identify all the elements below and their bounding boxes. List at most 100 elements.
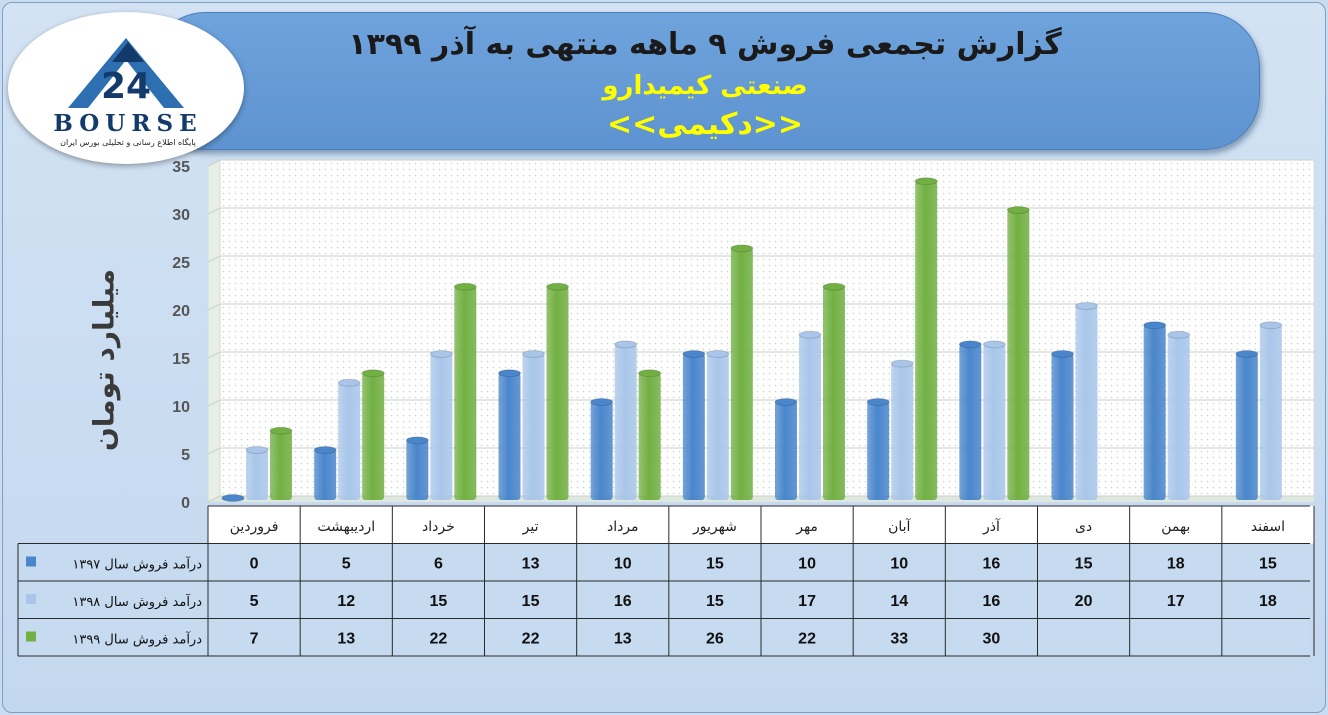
bar-top xyxy=(822,282,846,291)
legend-label: درآمد فروش سال ۱۳۹۷ xyxy=(72,556,202,573)
data-label: 16 xyxy=(983,593,1001,610)
bar-top xyxy=(866,398,890,406)
data-label: 13 xyxy=(522,556,540,573)
bar xyxy=(1143,325,1166,500)
bar xyxy=(1259,325,1282,500)
data-label: 17 xyxy=(1167,593,1185,610)
data-label: 15 xyxy=(1259,556,1277,573)
data-label: 16 xyxy=(614,593,632,610)
data-label: 5 xyxy=(250,593,259,610)
data-label: 10 xyxy=(798,556,816,573)
logo-subtitle: پایگاه اطلاع رسانی و تحلیلی بورس ایران xyxy=(60,138,196,147)
data-label: 15 xyxy=(522,593,540,610)
legend-swatch xyxy=(26,594,36,604)
bar-top xyxy=(682,350,706,358)
x-category-label: اردیبهشت xyxy=(317,519,375,535)
bar xyxy=(314,450,337,500)
data-label: 0 xyxy=(250,556,259,573)
bar-top xyxy=(1259,321,1283,330)
y-tick-label: 0 xyxy=(181,495,190,512)
bar-top xyxy=(1143,321,1167,330)
gridline-side xyxy=(207,447,221,455)
data-label: 18 xyxy=(1259,593,1277,610)
title-banner: گزارش تجمعی فروش ۹ ماهه منتهی به آذر ۱۳۹… xyxy=(150,12,1260,150)
bourse24-logo: 24 BOURSE پایگاه اطلاع رسانی و تحلیلی بو… xyxy=(8,12,244,164)
x-category-label: دی xyxy=(1075,519,1092,535)
bar xyxy=(915,181,938,500)
bar xyxy=(1167,334,1190,500)
x-category-label: شهریور xyxy=(692,519,737,535)
y-tick-label: 20 xyxy=(172,303,190,320)
data-label: 16 xyxy=(983,556,1001,573)
data-table-body xyxy=(18,543,1310,656)
data-label: 18 xyxy=(1167,556,1185,573)
logo-word: BOURSE xyxy=(53,110,203,137)
bar xyxy=(823,286,845,500)
bar xyxy=(730,248,753,500)
data-label: 12 xyxy=(337,593,355,610)
bar xyxy=(270,430,292,500)
data-label: 10 xyxy=(614,556,632,573)
bar-top xyxy=(1167,330,1191,339)
bar xyxy=(1007,210,1030,500)
bar xyxy=(891,363,914,500)
bar-top xyxy=(614,340,638,349)
y-tick-label: 25 xyxy=(172,255,190,272)
legend-label: درآمد فروش سال ۱۳۹۹ xyxy=(72,631,202,648)
bar xyxy=(799,334,821,500)
bar xyxy=(867,402,890,500)
data-label: 22 xyxy=(798,631,816,648)
x-category-label: اسفند xyxy=(1251,519,1285,535)
data-label: 15 xyxy=(430,593,448,610)
y-tick-label: 10 xyxy=(172,399,190,416)
bar xyxy=(362,373,385,500)
bar-top xyxy=(798,330,822,339)
bar-top xyxy=(958,340,982,349)
chart-title: گزارش تجمعی فروش ۹ ماهه منتهی به آذر ۱۳۹… xyxy=(348,27,1062,62)
data-label: 15 xyxy=(706,593,724,610)
bar xyxy=(546,286,569,500)
y-tick-label: 35 xyxy=(172,159,190,176)
bar-top xyxy=(498,369,521,378)
legend-label: درآمد فروش سال ۱۳۹۸ xyxy=(72,593,202,610)
bar-top xyxy=(429,350,453,358)
data-label: 15 xyxy=(1075,556,1093,573)
data-label: 33 xyxy=(890,631,908,648)
x-category-label: آبان xyxy=(888,518,911,535)
data-label: 30 xyxy=(983,631,1001,648)
bar-top xyxy=(590,398,614,406)
bar-top xyxy=(337,378,361,387)
gridline-side xyxy=(207,207,221,215)
data-label: 10 xyxy=(890,556,908,573)
bar xyxy=(1051,354,1074,500)
data-label: 20 xyxy=(1075,593,1093,610)
bar-top xyxy=(914,177,938,186)
bar-top xyxy=(1006,206,1030,214)
bar-top xyxy=(638,369,662,378)
data-label: 26 xyxy=(706,631,724,648)
bar-top xyxy=(269,426,293,435)
bar-top xyxy=(1051,350,1074,358)
bar-top xyxy=(982,340,1006,349)
bar-top xyxy=(546,282,569,291)
bar xyxy=(498,373,521,500)
data-label: 13 xyxy=(614,631,632,648)
x-category-label: خرداد xyxy=(422,519,455,535)
x-category-label: مهر xyxy=(795,519,818,535)
bar-top xyxy=(245,446,269,454)
data-label: 15 xyxy=(706,556,724,573)
gridline-side xyxy=(207,303,221,311)
bar xyxy=(983,344,1006,500)
bar-top xyxy=(890,359,914,368)
data-label: 5 xyxy=(342,556,351,573)
data-label: 13 xyxy=(337,631,355,648)
bar-top xyxy=(1075,302,1098,310)
bar xyxy=(1075,306,1098,500)
bar-top xyxy=(522,350,545,358)
bar-top xyxy=(313,446,337,454)
y-tick-label: 5 xyxy=(181,447,190,464)
bar-top xyxy=(774,398,798,406)
x-category-label: مرداد xyxy=(607,519,639,535)
x-category-label: بهمن xyxy=(1161,519,1190,535)
